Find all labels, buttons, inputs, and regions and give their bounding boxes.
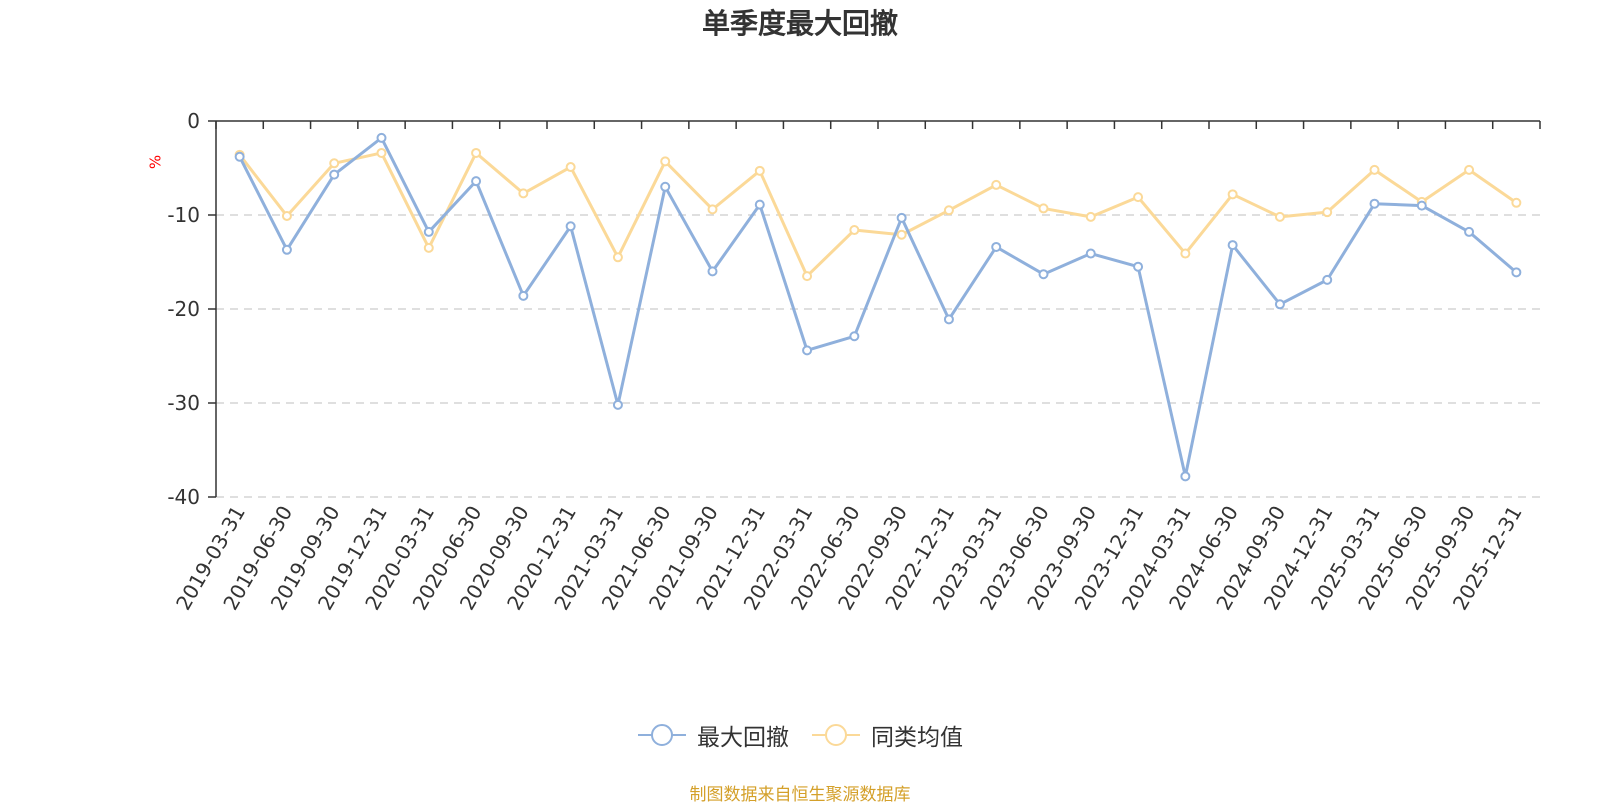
legend-max-drawdown-icon (638, 724, 686, 746)
data-point (565, 221, 576, 232)
grid-lines (216, 214, 1540, 498)
data-point (1038, 203, 1049, 214)
data-point (376, 147, 387, 158)
data-point (518, 290, 529, 301)
data-point (518, 188, 529, 199)
data-point (1274, 299, 1285, 310)
data-point (707, 266, 718, 277)
source-caption: 制图数据来自恒生聚源数据库 (689, 785, 911, 805)
data-point (329, 169, 340, 180)
series-line (238, 151, 1518, 278)
data-point (1227, 189, 1238, 200)
y-tick-label: -30 (167, 391, 200, 415)
data-point (802, 271, 813, 282)
y-tick-label: -40 (167, 485, 200, 509)
series (234, 132, 1522, 482)
data-point (281, 210, 292, 221)
data-point (1085, 211, 1096, 222)
chart-title: 单季度最大回撤 (701, 7, 898, 40)
series-peer-average (234, 147, 1522, 282)
data-point (943, 205, 954, 216)
data-point (1322, 274, 1333, 285)
data-point (1369, 164, 1380, 175)
data-point (1133, 192, 1144, 203)
legend-peer-average-icon (812, 724, 860, 746)
data-point (1038, 269, 1049, 280)
data-point (471, 176, 482, 187)
data-point (281, 244, 292, 255)
legend-label-max-drawdown: 最大回撤 (697, 725, 789, 751)
data-point (754, 199, 765, 210)
data-point (423, 242, 434, 253)
data-point (234, 151, 245, 162)
y-tick-label: -10 (167, 203, 200, 227)
data-point (1274, 211, 1285, 222)
data-point (660, 156, 671, 167)
legend-item-max-drawdown[interactable]: 最大回撤 (637, 718, 789, 752)
data-point (471, 147, 482, 158)
data-point (1511, 267, 1522, 278)
data-point (1416, 200, 1427, 211)
data-point (1085, 248, 1096, 259)
data-point (612, 399, 623, 410)
legend-item-peer-average[interactable]: 同类均值 (811, 718, 963, 752)
data-point (707, 204, 718, 215)
y-axis-label: % (147, 155, 165, 169)
data-point (1133, 261, 1144, 272)
data-point (802, 345, 813, 356)
data-point (1180, 471, 1191, 482)
data-point (849, 225, 860, 236)
data-point (896, 229, 907, 240)
series-line (238, 136, 1518, 478)
data-point (1464, 226, 1475, 237)
legend: 最大回撤 同类均值 (0, 718, 1600, 752)
data-point (1180, 248, 1191, 259)
y-tick-label: 0 (187, 109, 200, 133)
data-point (991, 241, 1002, 252)
axes: 0-10-20-30-402019-03-312019-06-302019-09… (167, 109, 1541, 614)
data-point (943, 314, 954, 325)
data-point (1464, 164, 1475, 175)
data-point (1322, 207, 1333, 218)
y-tick-label: -20 (167, 297, 200, 321)
data-point (896, 212, 907, 223)
data-point (329, 158, 340, 169)
data-point (565, 162, 576, 173)
data-point (376, 132, 387, 143)
series-max-drawdown (234, 132, 1522, 482)
legend-label-peer-average: 同类均值 (871, 725, 963, 751)
data-point (612, 252, 623, 263)
data-point (754, 165, 765, 176)
data-point (1369, 198, 1380, 209)
data-point (1511, 197, 1522, 208)
data-point (660, 181, 671, 192)
data-point (423, 226, 434, 237)
data-point (849, 331, 860, 342)
data-point (991, 179, 1002, 190)
data-point (1227, 240, 1238, 251)
